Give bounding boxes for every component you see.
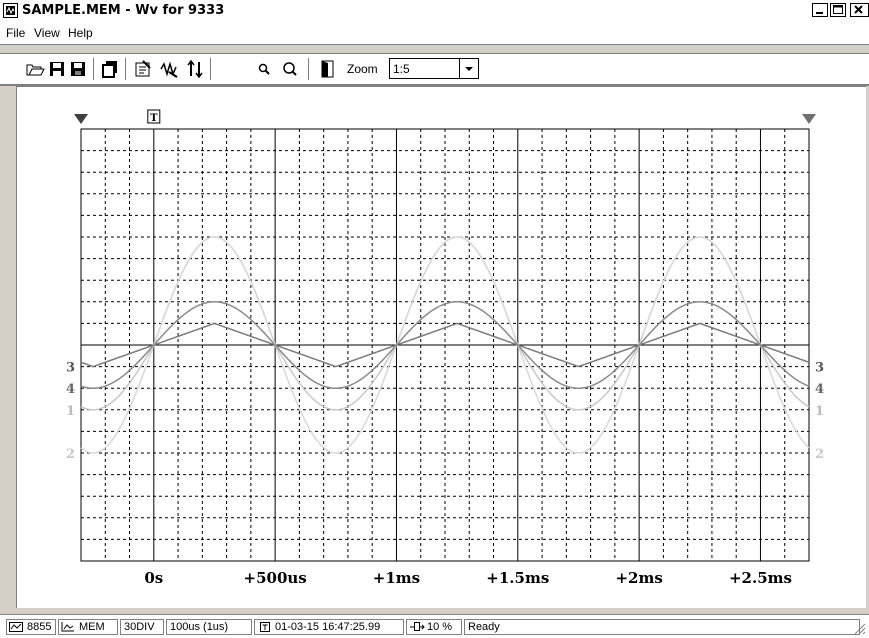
channel-label-left: 2	[66, 447, 75, 462]
save-as-icon[interactable]	[68, 59, 88, 79]
x-tick-label: +500us	[244, 569, 307, 587]
zoom-in-icon[interactable]	[255, 59, 275, 79]
chevron-down-icon	[465, 67, 473, 71]
x-tick-label: +1ms	[373, 569, 420, 587]
status-bar: 8855 MEM 30DIV 100us (1us) 01-03-15 16:4…	[0, 614, 869, 638]
status-message-text: Ready	[468, 621, 500, 633]
trigger-icon	[260, 622, 270, 632]
toolbar-separator	[308, 58, 312, 80]
zoom-dropdown-button[interactable]	[459, 59, 478, 78]
x-tick-label: +2ms	[615, 569, 662, 587]
waveform-ch4	[80, 301, 810, 389]
minimize-icon	[816, 12, 823, 14]
menu-help[interactable]: Help	[68, 26, 93, 40]
zoom-value: 1:5	[393, 62, 410, 76]
left-cursor-marker[interactable]	[74, 114, 88, 124]
waveform-plot[interactable]: 0s +500us +1ms +1.5ms +2ms +2.5ms 3 3 4 4 1 1 2 2 T	[17, 87, 866, 608]
status-device-text: 8855	[27, 621, 52, 633]
status-device: 8855	[6, 619, 56, 635]
status-divisions-text: 30DIV	[124, 621, 155, 633]
properties-icon[interactable]	[133, 59, 153, 79]
channel-label-right: 2	[815, 447, 824, 462]
minimize-button[interactable]	[812, 3, 828, 17]
save-icon[interactable]	[47, 59, 67, 79]
channel-label-left: 3	[66, 361, 75, 376]
app-icon	[3, 3, 18, 18]
channel-label-right: 3	[815, 361, 824, 376]
maximize-button[interactable]	[830, 3, 846, 17]
x-tick-label: +1.5ms	[486, 569, 549, 587]
close-button[interactable]	[850, 3, 869, 17]
resize-grip-icon[interactable]	[852, 621, 866, 635]
status-timebase-text: 100us (1us)	[170, 621, 229, 633]
window-title: SAMPLE.MEM - Wv for 9333	[22, 3, 225, 18]
status-source-text: MEM	[79, 621, 105, 633]
scale-icon[interactable]	[185, 59, 205, 79]
waveform-view[interactable]: 0s +500us +1ms +1.5ms +2ms +2.5ms 3 3 4 4 1 1 2 2 T	[16, 86, 866, 608]
status-trigger-time: 01-03-15 16:47:25.99	[254, 619, 404, 635]
zoom-select[interactable]: 1:5	[389, 58, 479, 79]
zoom-label: Zoom	[347, 62, 378, 76]
toolbar-separator	[125, 58, 129, 80]
close-icon	[854, 5, 863, 14]
toolbar: Zoom 1:5	[0, 53, 869, 86]
device-icon	[9, 622, 23, 632]
memory-icon	[61, 622, 74, 632]
channel-label-right: 1	[815, 404, 824, 419]
toolbar-separator	[210, 58, 214, 80]
channel-label-left: 1	[66, 404, 75, 419]
trigger-marker[interactable]	[147, 109, 161, 124]
channel-label-left: 4	[66, 382, 75, 397]
right-cursor-marker[interactable]	[802, 114, 816, 124]
open-icon[interactable]	[25, 59, 45, 79]
waveform-ch3	[80, 322, 810, 368]
trigger-marker-label: T	[150, 113, 158, 124]
exit-icon[interactable]	[318, 59, 338, 79]
toolbar-separator	[93, 58, 97, 80]
x-tick-label: 0s	[144, 569, 163, 587]
status-timebase: 100us (1us)	[166, 619, 252, 635]
maximize-icon	[833, 5, 843, 14]
pretrigger-icon	[410, 622, 425, 631]
status-source: MEM	[58, 619, 118, 635]
menu-bar: File View Help	[0, 22, 869, 45]
channel-label-right: 4	[815, 382, 824, 397]
channel-icon[interactable]	[159, 59, 179, 79]
status-pretrigger: 10 %	[406, 619, 462, 635]
menu-view[interactable]: View	[34, 26, 60, 40]
zoom-out-icon[interactable]	[280, 59, 300, 79]
title-bar: SAMPLE.MEM - Wv for 9333	[0, 0, 869, 22]
x-tick-label: +2.5ms	[729, 569, 792, 587]
menu-file[interactable]: File	[6, 26, 26, 40]
status-divisions: 30DIV	[120, 619, 164, 635]
status-pretrigger-text: 10 %	[427, 621, 453, 633]
copy-icon[interactable]	[100, 59, 120, 79]
waveform-ch2	[80, 236, 810, 454]
status-trigger-time-text: 01-03-15 16:47:25.99	[275, 621, 381, 633]
status-message: Ready	[464, 619, 860, 635]
